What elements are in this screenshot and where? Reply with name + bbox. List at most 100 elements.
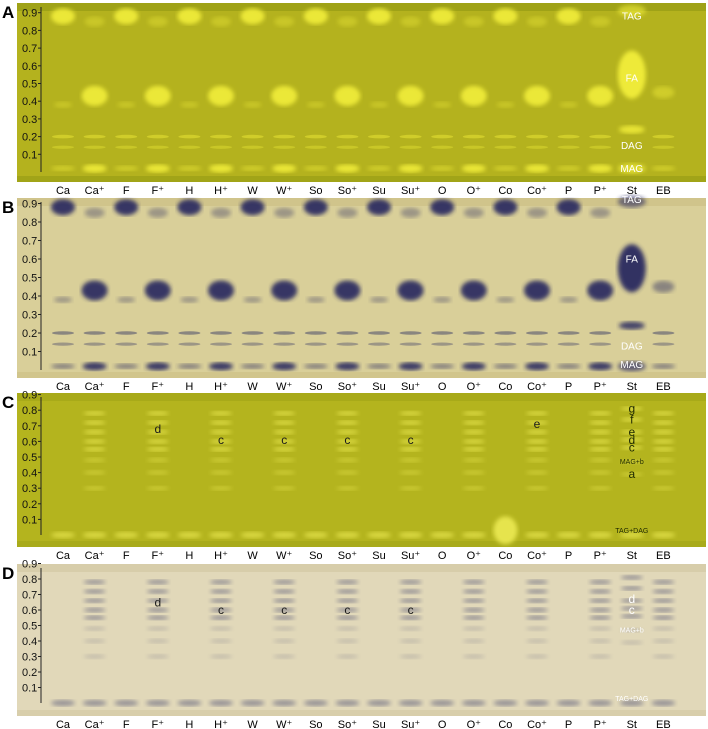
- dag-band-2: [399, 342, 422, 346]
- mag-spot: [493, 363, 518, 369]
- lane-label: F: [123, 185, 130, 197]
- lane-p: [556, 8, 581, 171]
- lipid-band: [273, 638, 296, 644]
- base-band: [145, 700, 170, 706]
- dag-band: [399, 134, 422, 139]
- mag-spot: [525, 362, 549, 371]
- lane-su: [367, 532, 391, 538]
- dag-band: [526, 331, 548, 335]
- rf-tick-label: 0.6: [22, 254, 37, 266]
- lipid-band: [620, 417, 643, 422]
- lane-so: [303, 532, 328, 538]
- dag-band-2: [557, 145, 580, 149]
- lane-spots: [51, 195, 676, 372]
- lane-label: F⁺: [152, 381, 165, 393]
- panel-d: 0.10.20.30.40.50.60.70.80.9DdcMAG+bTAG+D…: [2, 559, 706, 729]
- tag-spot: [51, 199, 75, 216]
- lipid-band: [589, 420, 612, 425]
- lane-label: Su: [372, 185, 385, 197]
- lipid-band: [336, 447, 359, 452]
- lipid-band: [210, 654, 232, 659]
- dag-band-2: [210, 342, 232, 346]
- lipid-band: [526, 607, 548, 613]
- dag-band: [210, 134, 232, 139]
- base-band: [177, 700, 202, 706]
- lipid-band: [589, 598, 612, 603]
- band-annotation: c: [344, 433, 350, 447]
- lane-label: Ca⁺: [85, 550, 105, 562]
- rf-tick-label: 0.9: [22, 559, 37, 571]
- dag-band-2: [115, 342, 138, 346]
- base-band: [272, 532, 297, 538]
- lipid-band: [462, 607, 485, 613]
- rf-tick-label: 0.6: [22, 61, 37, 73]
- band-annotation: c: [281, 433, 287, 447]
- lipid-band: [399, 589, 422, 594]
- lane-co: [493, 700, 518, 706]
- dag-band-2: [273, 342, 296, 346]
- fa-spot: [334, 280, 361, 301]
- lane-label: Su: [372, 719, 385, 729]
- lipid-band: [620, 471, 643, 477]
- lipid-band: [146, 457, 169, 463]
- lane-st: [619, 406, 644, 538]
- fa-trace: [180, 101, 199, 108]
- fa-spot: [334, 85, 361, 106]
- lane-label: Co⁺: [527, 719, 547, 729]
- lipid-band: [399, 654, 422, 659]
- dag-band: [336, 134, 359, 139]
- lipid-band: [620, 606, 643, 611]
- mag-spot: [367, 165, 391, 171]
- dag-band: [52, 331, 74, 335]
- lipid-band: [652, 486, 675, 491]
- mag-spot: [556, 165, 581, 171]
- lipid-band: [83, 457, 106, 463]
- lane-label: Su⁺: [401, 719, 420, 729]
- lane-p: [556, 700, 581, 706]
- lipid-band: [336, 439, 359, 444]
- lane-label: F⁺: [152, 719, 165, 729]
- lipid-band: [652, 447, 675, 452]
- lane-p-plus: [587, 207, 614, 371]
- mag-spot: [651, 165, 676, 171]
- mag-spot: [303, 363, 328, 369]
- lane-co-plus: [524, 207, 550, 371]
- lipid-band: [462, 579, 485, 585]
- fa-spot: [460, 85, 487, 106]
- lipid-band: [526, 589, 548, 594]
- lane-o-plus: [461, 579, 486, 706]
- fa-trace: [54, 296, 72, 303]
- dag-band: [210, 331, 232, 335]
- lipid-band: [146, 579, 169, 585]
- fa-spot: [587, 280, 614, 301]
- lipid-band: [399, 411, 422, 416]
- lipid-band: [210, 615, 232, 620]
- dag-band: [589, 331, 612, 335]
- lane-f-plus: [145, 411, 170, 538]
- lane-p: [556, 532, 581, 538]
- lane-co-plus: [525, 411, 549, 538]
- dag-band: [368, 331, 390, 335]
- mag-spot: [114, 363, 139, 369]
- band-annotation: e: [534, 417, 541, 431]
- rf-tick-label: 0.1: [22, 347, 37, 359]
- lipid-band: [526, 420, 548, 425]
- lane-co: [493, 199, 518, 369]
- lipid-band: [620, 406, 643, 411]
- fa-spot: [144, 85, 171, 106]
- lane-o: [430, 199, 455, 369]
- dag-band-2: [589, 342, 612, 346]
- dag-band-2: [368, 145, 390, 149]
- rf-tick-label: 0.2: [22, 499, 37, 511]
- dag-band-2: [462, 342, 485, 346]
- lipid-band: [336, 457, 359, 463]
- lipid-band: [462, 429, 485, 435]
- lipid-band: [589, 654, 612, 659]
- rf-tick-label: 0.5: [22, 621, 37, 633]
- fa-trace: [306, 296, 325, 303]
- fa-spot: [397, 280, 424, 301]
- mag-spot: [240, 363, 265, 369]
- lipid-band: [273, 457, 296, 463]
- lane-label: Co: [498, 719, 512, 729]
